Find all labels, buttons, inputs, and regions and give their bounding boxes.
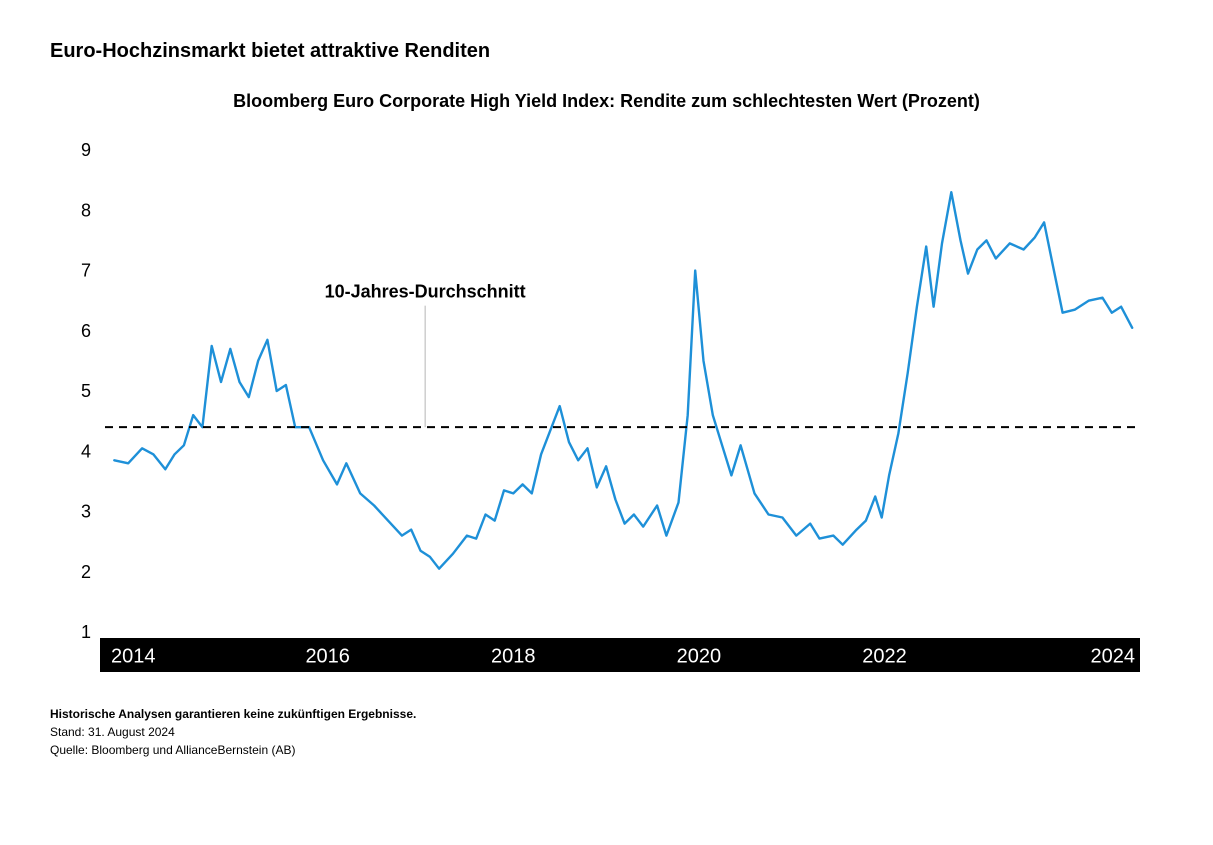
y-tick-label: 8 bbox=[81, 200, 91, 220]
line-chart-svg: 1 2 3 4 5 6 7 8 9 10-Jahres-Durchschnitt 2014 2016 2… bbox=[50, 122, 1150, 682]
x-tick-label: 2020 bbox=[677, 645, 722, 667]
y-tick-label: 9 bbox=[81, 140, 91, 160]
chart-subtitle: Bloomberg Euro Corporate High Yield Inde… bbox=[50, 91, 1163, 112]
x-tick-label: 2018 bbox=[491, 645, 536, 667]
x-axis-band bbox=[100, 638, 1140, 672]
yield-series-line bbox=[114, 192, 1132, 569]
y-tick-label: 2 bbox=[81, 562, 91, 582]
y-tick-label: 6 bbox=[81, 321, 91, 341]
main-title: Euro-Hochzinsmarkt bietet attraktive Ren… bbox=[50, 40, 1163, 63]
y-tick-label: 1 bbox=[81, 622, 91, 642]
annotation-label: 10-Jahres-Durchschnitt bbox=[325, 282, 526, 302]
footnote-disclaimer: Historische Analysen garantieren keine z… bbox=[50, 705, 1163, 723]
footnotes: Historische Analysen garantieren keine z… bbox=[50, 705, 1163, 759]
x-tick-label: 2024 bbox=[1091, 645, 1136, 667]
y-tick-label: 4 bbox=[81, 441, 91, 461]
footnote-source: Quelle: Bloomberg und AllianceBernstein … bbox=[50, 741, 1163, 759]
footnote-date: Stand: 31. August 2024 bbox=[50, 723, 1163, 741]
x-tick-label: 2014 bbox=[111, 645, 156, 667]
chart-container: Euro-Hochzinsmarkt bietet attraktive Ren… bbox=[0, 0, 1213, 845]
x-tick-label: 2016 bbox=[305, 645, 350, 667]
y-tick-label: 3 bbox=[81, 502, 91, 522]
x-tick-label: 2022 bbox=[862, 645, 907, 667]
y-tick-label: 7 bbox=[81, 261, 91, 281]
chart-area: 1 2 3 4 5 6 7 8 9 10-Jahres-Durchschnitt 2014 2016 2… bbox=[50, 122, 1163, 687]
y-tick-label: 5 bbox=[81, 381, 91, 401]
